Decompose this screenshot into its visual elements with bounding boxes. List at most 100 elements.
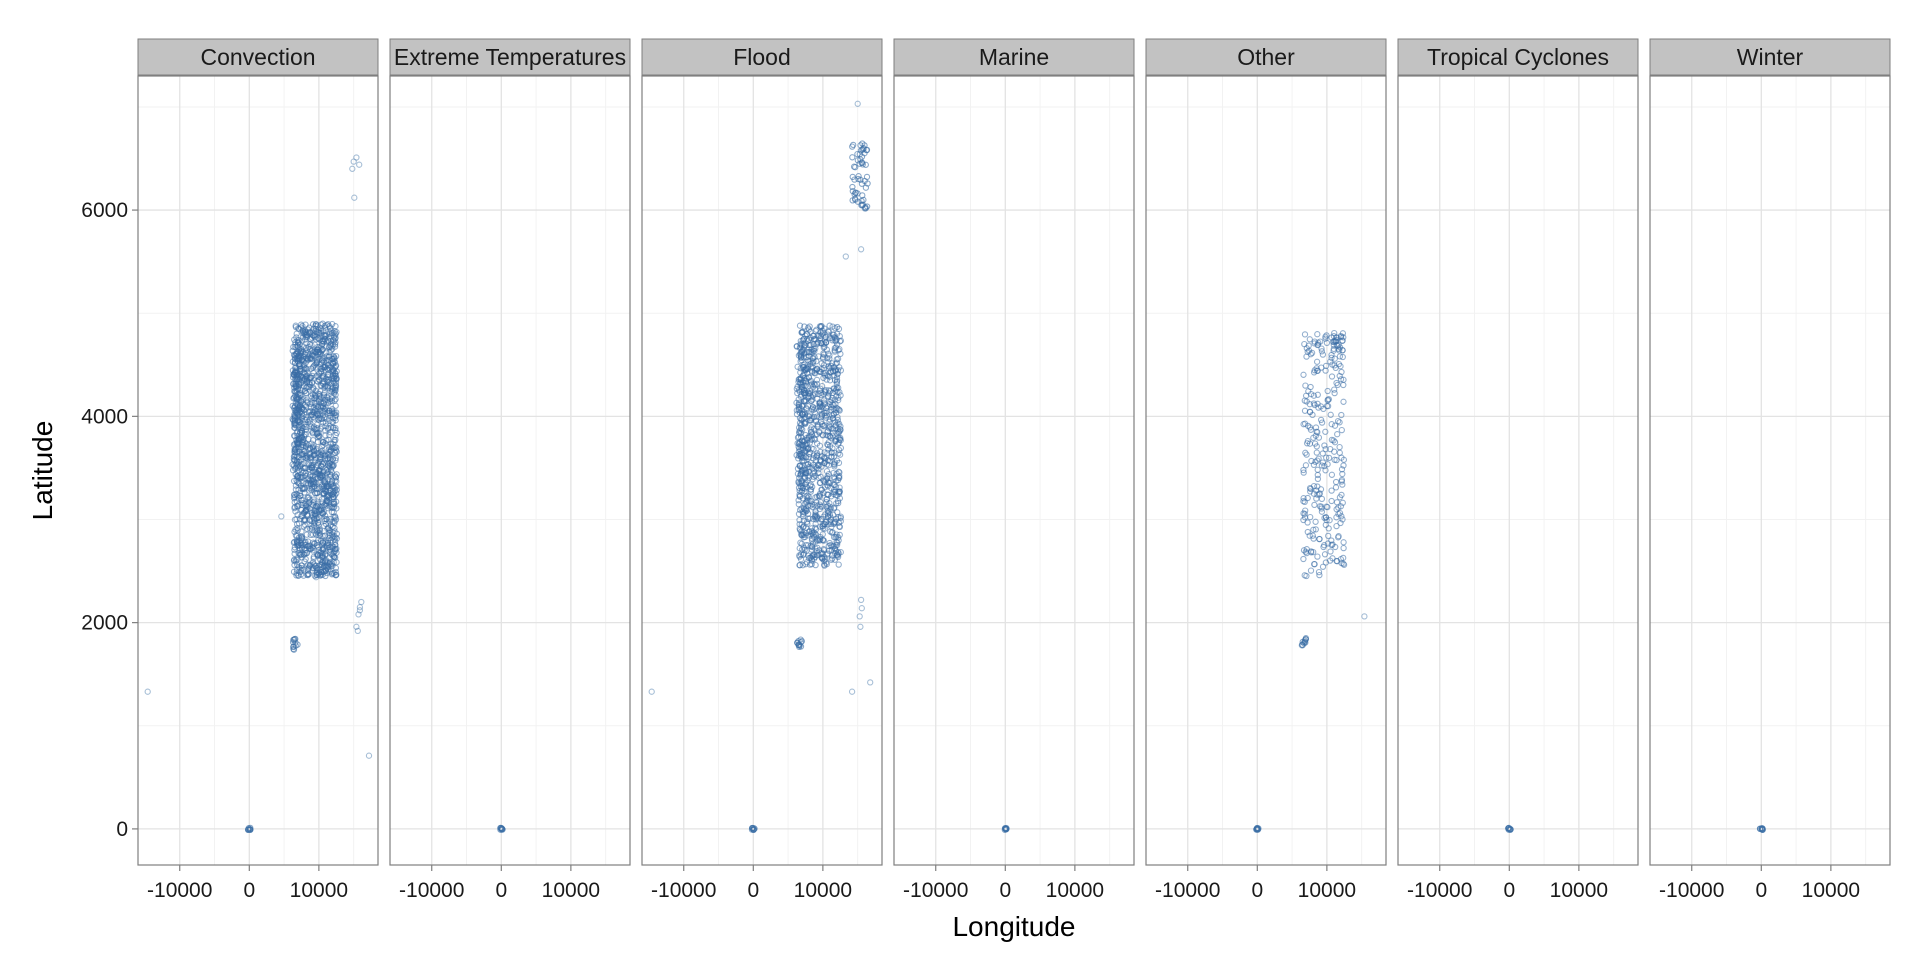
data-point xyxy=(349,165,356,172)
data-point xyxy=(297,324,305,331)
data-point xyxy=(321,372,328,380)
data-point xyxy=(331,358,339,366)
data-point xyxy=(324,383,331,390)
data-point xyxy=(321,413,329,421)
x-tick-label: 0 xyxy=(495,879,507,902)
data-point xyxy=(1303,451,1310,458)
data-point xyxy=(1302,462,1310,469)
data-point xyxy=(328,327,335,334)
data-point xyxy=(332,382,340,390)
data-point xyxy=(1323,339,1331,347)
data-point xyxy=(818,486,825,493)
data-point xyxy=(801,323,808,330)
strip-flood xyxy=(641,38,883,76)
data-point xyxy=(331,386,339,393)
data-point xyxy=(328,397,336,405)
plot-area-flood xyxy=(642,76,882,865)
data-point xyxy=(798,433,805,441)
data-point xyxy=(836,451,844,458)
y-axis-title: Latitude xyxy=(27,421,58,521)
data-point xyxy=(331,513,339,520)
data-point xyxy=(245,825,252,832)
data-point xyxy=(294,524,301,532)
data-point xyxy=(1323,332,1330,339)
data-point xyxy=(333,559,340,566)
data-point xyxy=(312,321,320,328)
data-point xyxy=(831,518,839,525)
data-point xyxy=(1340,560,1347,567)
data-point xyxy=(1314,391,1321,398)
data-point xyxy=(1339,337,1346,344)
data-point xyxy=(317,388,324,395)
data-point xyxy=(290,646,298,653)
data-point xyxy=(1317,403,1325,410)
data-point xyxy=(293,438,301,445)
data-point xyxy=(855,175,862,183)
data-point xyxy=(332,474,340,481)
data-point xyxy=(320,393,328,400)
data-point xyxy=(795,484,803,491)
data-point xyxy=(328,330,336,337)
data-point xyxy=(1310,400,1318,407)
data-point xyxy=(332,568,339,576)
data-point xyxy=(311,451,318,458)
data-point xyxy=(856,613,863,620)
data-point xyxy=(813,376,821,384)
panel-other: Other -10000 0 10000 xyxy=(1145,38,1387,902)
data-point xyxy=(1323,454,1330,461)
data-point xyxy=(321,517,328,525)
data-point xyxy=(1316,571,1323,579)
data-point xyxy=(1324,461,1331,468)
data-point xyxy=(1322,467,1329,474)
data-point xyxy=(831,396,839,403)
data-point xyxy=(1314,367,1321,374)
data-point xyxy=(1307,390,1315,398)
points-flood xyxy=(648,100,874,834)
data-point xyxy=(807,481,815,488)
x-tick-label: 0 xyxy=(1251,879,1263,902)
data-point xyxy=(1322,428,1329,435)
data-point xyxy=(306,461,313,469)
data-point xyxy=(817,490,824,497)
data-point xyxy=(827,514,834,521)
data-point xyxy=(310,452,317,459)
data-point xyxy=(1314,471,1321,479)
data-point xyxy=(819,331,826,338)
data-point xyxy=(1505,825,1512,832)
data-point xyxy=(836,523,844,531)
data-point xyxy=(810,332,817,340)
plot-area-tropical-cyclones xyxy=(1398,76,1638,865)
data-point xyxy=(331,335,339,342)
data-point xyxy=(293,521,301,528)
data-point xyxy=(823,346,831,353)
data-point xyxy=(800,372,807,379)
data-point xyxy=(297,429,304,436)
data-point xyxy=(294,556,301,563)
panel-border xyxy=(1145,75,1387,866)
data-point xyxy=(803,498,810,505)
data-point xyxy=(353,154,360,161)
data-point xyxy=(1322,445,1329,453)
data-point xyxy=(320,337,327,345)
data-point xyxy=(809,396,816,403)
data-point xyxy=(826,539,833,547)
data-point xyxy=(833,359,841,366)
panel-winter: Winter -10000 0 10000 xyxy=(1649,38,1891,902)
data-point xyxy=(818,453,826,460)
data-point xyxy=(1310,482,1318,490)
data-point xyxy=(307,374,314,381)
data-point xyxy=(1298,642,1305,649)
x-tick-label: 10000 xyxy=(290,879,348,902)
data-point xyxy=(309,531,317,538)
data-point xyxy=(817,406,825,413)
data-point xyxy=(1309,532,1316,539)
data-point xyxy=(332,534,339,541)
data-point xyxy=(1339,330,1347,337)
strip-extreme-temperatures xyxy=(389,38,631,76)
data-point xyxy=(1322,514,1330,521)
data-point xyxy=(797,638,805,646)
data-point xyxy=(1301,407,1309,414)
data-point xyxy=(354,627,361,635)
data-point xyxy=(313,509,320,516)
data-point xyxy=(817,339,824,347)
